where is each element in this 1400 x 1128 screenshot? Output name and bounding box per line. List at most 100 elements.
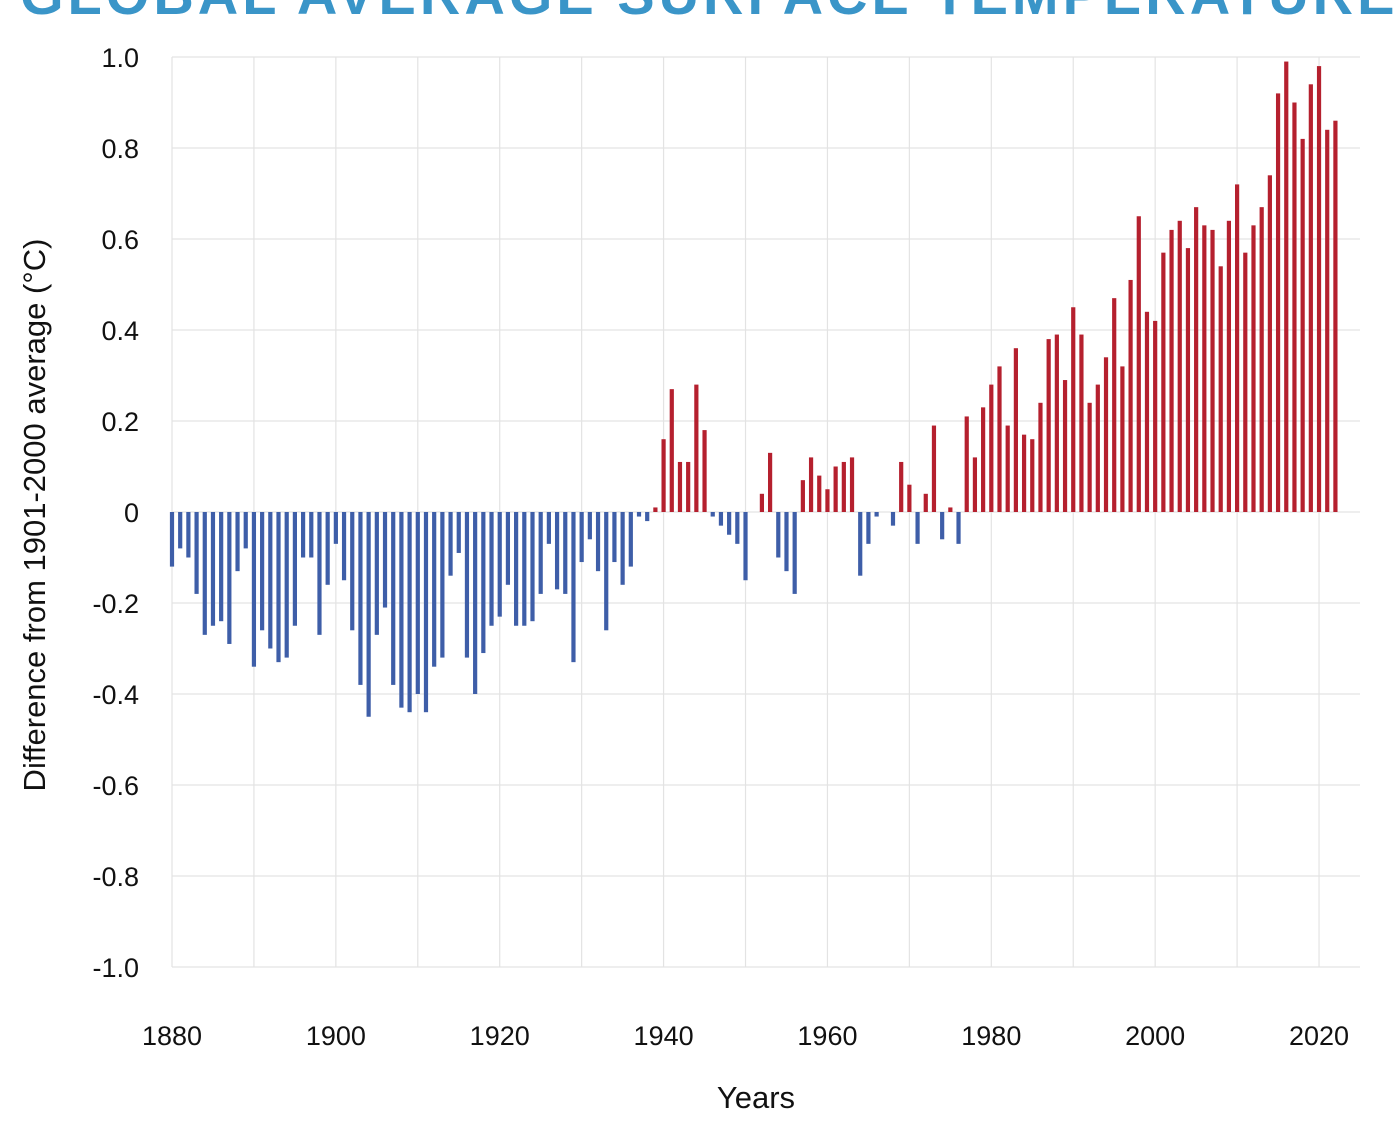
- bar-2011: [1243, 252, 1248, 512]
- bar-1915: [456, 512, 461, 553]
- bar-1994: [1103, 357, 1109, 512]
- bar-1961: [833, 466, 838, 512]
- bar-2004: [1185, 248, 1191, 512]
- bar-1997: [1128, 279, 1133, 512]
- bar-1998: [1136, 216, 1141, 512]
- bar-1900: [333, 512, 338, 544]
- bar-1987: [1046, 339, 1051, 512]
- bar-1918: [481, 512, 486, 654]
- bar-2016: [1284, 61, 1289, 513]
- x-tick-label: 1980: [961, 1021, 1021, 1051]
- bar-1973: [931, 425, 937, 512]
- x-axis-ticks: 1880 1900 1920 1940 1960 1980 2000 2020: [142, 1021, 1349, 1051]
- bar-1964: [858, 512, 863, 576]
- bar-1999: [1144, 311, 1150, 512]
- y-axis-ticks: 1.0 0.8 0.6 0.4 0.2 0 -0.2 -0.4 -0.6 -0.8 -1.0: [92, 43, 139, 983]
- bar-1966: [874, 512, 879, 517]
- y-tick-label: 0.8: [101, 134, 139, 164]
- bar-1927: [554, 512, 560, 590]
- bar-1928: [563, 512, 568, 594]
- bar-1896: [300, 512, 306, 558]
- bar-2021: [1325, 129, 1330, 513]
- bar-1991: [1079, 334, 1084, 512]
- bar-1956: [792, 512, 797, 594]
- bar-1905: [374, 512, 379, 635]
- bar-1985: [1030, 439, 1035, 512]
- bar-1970: [907, 484, 912, 512]
- bar-1934: [612, 512, 617, 563]
- bar-1920: [497, 512, 502, 617]
- bar-1969: [899, 461, 904, 512]
- bar-2015: [1275, 93, 1281, 513]
- bar-1944: [694, 384, 699, 512]
- bar-2000: [1153, 320, 1158, 512]
- bar-1914: [448, 512, 453, 576]
- bar-1941: [669, 389, 674, 512]
- x-tick-label: 2020: [1289, 1021, 1349, 1051]
- bar-1898: [317, 512, 322, 635]
- bar-1926: [546, 512, 551, 544]
- x-tick-label: 1900: [306, 1021, 366, 1051]
- bar-1923: [522, 512, 527, 626]
- bar-1935: [620, 512, 625, 585]
- bar-2013: [1259, 207, 1264, 512]
- bar-1972: [923, 493, 928, 512]
- bar-1948: [727, 512, 732, 535]
- bar-1952: [759, 493, 765, 512]
- bars: [169, 61, 1338, 717]
- bar-1960: [825, 489, 830, 512]
- bar-1963: [849, 457, 855, 512]
- bar-1902: [350, 512, 355, 631]
- bar-1886: [219, 512, 224, 622]
- bar-1982: [1005, 425, 1010, 512]
- bar-1897: [309, 512, 314, 558]
- bar-1992: [1087, 402, 1092, 512]
- bar-1892: [268, 512, 273, 649]
- bar-1929: [571, 512, 576, 663]
- bar-1981: [997, 366, 1002, 512]
- bar-1976: [956, 512, 961, 544]
- bar-1945: [702, 430, 707, 512]
- bar-1974: [940, 512, 945, 540]
- bar-1924: [530, 512, 535, 622]
- bar-2019: [1308, 84, 1313, 513]
- bar-1907: [391, 512, 396, 685]
- y-tick-label: -1.0: [92, 953, 139, 983]
- y-tick-label: -0.6: [92, 771, 139, 801]
- x-axis-title: Years: [717, 1080, 795, 1115]
- y-tick-label: -0.4: [92, 680, 139, 710]
- bar-1922: [514, 512, 519, 626]
- bar-2017: [1292, 102, 1297, 512]
- bar-1933: [604, 512, 609, 631]
- bar-1980: [989, 384, 994, 512]
- y-tick-label: 0.4: [101, 316, 139, 346]
- bar-1888: [235, 512, 240, 572]
- bar-1932: [595, 512, 601, 572]
- bar-1959: [817, 475, 822, 512]
- bar-1957: [800, 480, 805, 512]
- bar-1893: [276, 512, 281, 663]
- y-axis-title: Difference from 1901-2000 average (°C): [17, 239, 52, 792]
- bar-2009: [1226, 220, 1232, 513]
- bar-1996: [1120, 366, 1125, 512]
- x-tick-label: 1880: [142, 1021, 202, 1051]
- bar-1983: [1013, 348, 1018, 512]
- x-tick-label: 2000: [1125, 1021, 1185, 1051]
- bar-1880: [169, 512, 175, 567]
- bar-2012: [1251, 225, 1256, 512]
- bar-1908: [399, 512, 404, 708]
- bar-1887: [227, 512, 232, 644]
- bar-1990: [1071, 307, 1076, 512]
- bar-1903: [358, 512, 363, 685]
- bar-2022: [1333, 120, 1338, 512]
- bar-1953: [767, 452, 773, 512]
- bar-1906: [382, 512, 388, 608]
- chart-title: GLOBAL AVERAGE SURFACE TEMPERATURE: [20, 0, 1398, 26]
- bar-1949: [735, 512, 740, 544]
- bar-1930: [579, 512, 584, 563]
- bar-1894: [284, 512, 289, 658]
- bar-1955: [784, 512, 789, 572]
- bar-1942: [677, 461, 683, 512]
- bar-1988: [1054, 334, 1059, 512]
- bar-1979: [981, 407, 986, 512]
